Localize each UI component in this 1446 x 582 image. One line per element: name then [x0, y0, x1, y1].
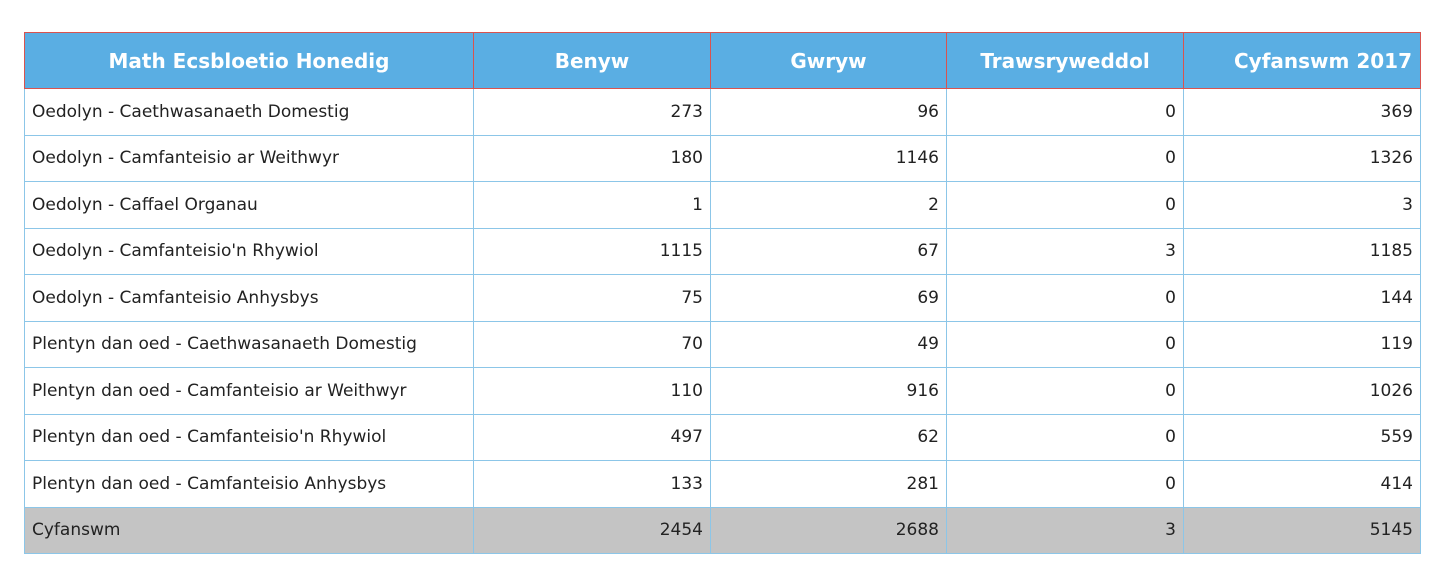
cell-total: 369: [1183, 88, 1421, 136]
cell-male: 1146: [710, 134, 947, 182]
exploitation-table: Math Ecsbloetio Honedig Benyw Gwryw Traw…: [24, 32, 1421, 554]
cell-male: 67: [710, 227, 947, 275]
header-female: Benyw: [473, 32, 711, 89]
total-row: Cyfanswm 2454 2688 3 5145: [24, 506, 1421, 554]
table-header: Math Ecsbloetio Honedig Benyw Gwryw Traw…: [24, 32, 1421, 89]
header-male: Gwryw: [710, 32, 947, 89]
total-female: 2454: [473, 506, 711, 554]
row-label: Plentyn dan oed - Camfanteisio Anhysbys: [24, 460, 474, 508]
row-label: Plentyn dan oed - Caethwasanaeth Domesti…: [24, 320, 474, 368]
total-transgender: 3: [946, 506, 1184, 554]
table-body: Oedolyn - Caethwasanaeth Domestig 273 96…: [24, 88, 1421, 554]
cell-total: 559: [1183, 413, 1421, 461]
header-total-2017: Cyfanswm 2017: [1183, 32, 1421, 89]
cell-transgender: 0: [946, 88, 1184, 136]
cell-transgender: 0: [946, 274, 1184, 322]
cell-female: 273: [473, 88, 711, 136]
cell-total: 1326: [1183, 134, 1421, 182]
cell-total: 119: [1183, 320, 1421, 368]
total-male: 2688: [710, 506, 947, 554]
cell-male: 96: [710, 88, 947, 136]
cell-total: 1026: [1183, 367, 1421, 415]
cell-female: 110: [473, 367, 711, 415]
table-row: Plentyn dan oed - Camfanteisio ar Weithw…: [24, 367, 1421, 415]
cell-total: 3: [1183, 181, 1421, 229]
row-label: Oedolyn - Caffael Organau: [24, 181, 474, 229]
table-row: Oedolyn - Camfanteisio'n Rhywiol 1115 67…: [24, 227, 1421, 275]
row-label: Oedolyn - Caethwasanaeth Domestig: [24, 88, 474, 136]
cell-transgender: 0: [946, 460, 1184, 508]
cell-total: 414: [1183, 460, 1421, 508]
table-row: Oedolyn - Camfanteisio ar Weithwyr 180 1…: [24, 134, 1421, 182]
cell-male: 916: [710, 367, 947, 415]
row-label: Oedolyn - Camfanteisio ar Weithwyr: [24, 134, 474, 182]
header-transgender: Trawsryweddol: [946, 32, 1184, 89]
header-exploitation-type: Math Ecsbloetio Honedig: [24, 32, 474, 89]
cell-female: 497: [473, 413, 711, 461]
header-row: Math Ecsbloetio Honedig Benyw Gwryw Traw…: [24, 32, 1421, 89]
cell-transgender: 0: [946, 134, 1184, 182]
table-row: Plentyn dan oed - Camfanteisio'n Rhywiol…: [24, 413, 1421, 461]
exploitation-table-container: Math Ecsbloetio Honedig Benyw Gwryw Traw…: [24, 32, 1421, 554]
cell-male: 69: [710, 274, 947, 322]
cell-transgender: 0: [946, 320, 1184, 368]
cell-female: 75: [473, 274, 711, 322]
cell-female: 70: [473, 320, 711, 368]
cell-male: 49: [710, 320, 947, 368]
cell-male: 62: [710, 413, 947, 461]
row-label: Plentyn dan oed - Camfanteisio'n Rhywiol: [24, 413, 474, 461]
cell-transgender: 3: [946, 227, 1184, 275]
table-row: Plentyn dan oed - Caethwasanaeth Domesti…: [24, 320, 1421, 368]
cell-female: 1115: [473, 227, 711, 275]
row-label: Oedolyn - Camfanteisio Anhysbys: [24, 274, 474, 322]
cell-female: 133: [473, 460, 711, 508]
total-label: Cyfanswm: [24, 506, 474, 554]
cell-female: 180: [473, 134, 711, 182]
table-row: Oedolyn - Camfanteisio Anhysbys 75 69 0 …: [24, 274, 1421, 322]
cell-female: 1: [473, 181, 711, 229]
cell-transgender: 0: [946, 367, 1184, 415]
cell-total: 1185: [1183, 227, 1421, 275]
cell-transgender: 0: [946, 413, 1184, 461]
table-row: Oedolyn - Caethwasanaeth Domestig 273 96…: [24, 88, 1421, 136]
table-row: Oedolyn - Caffael Organau 1 2 0 3: [24, 181, 1421, 229]
row-label: Plentyn dan oed - Camfanteisio ar Weithw…: [24, 367, 474, 415]
cell-total: 144: [1183, 274, 1421, 322]
row-label: Oedolyn - Camfanteisio'n Rhywiol: [24, 227, 474, 275]
cell-male: 281: [710, 460, 947, 508]
cell-transgender: 0: [946, 181, 1184, 229]
cell-male: 2: [710, 181, 947, 229]
total-grand: 5145: [1183, 506, 1421, 554]
table-row: Plentyn dan oed - Camfanteisio Anhysbys …: [24, 460, 1421, 508]
